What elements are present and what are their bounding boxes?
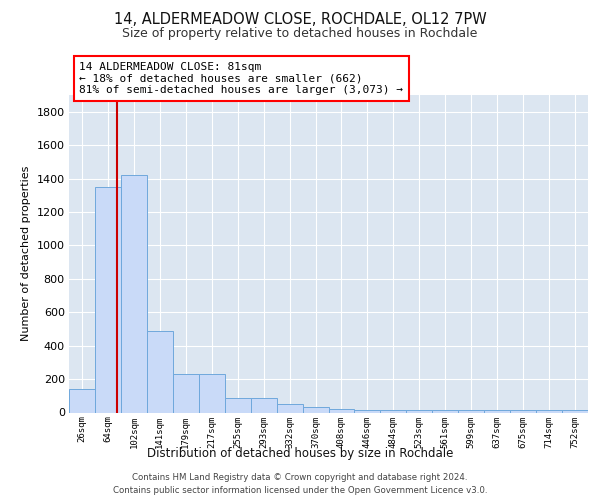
Bar [147,330,173,412]
Text: Distribution of detached houses by size in Rochdale: Distribution of detached houses by size … [147,448,453,460]
Text: 14 ALDERMEADOW CLOSE: 81sqm
← 18% of detached houses are smaller (662)
81% of se: 14 ALDERMEADOW CLOSE: 81sqm ← 18% of det… [79,62,403,95]
Bar [510,410,536,412]
Bar [484,410,510,412]
Text: Contains HM Land Registry data © Crown copyright and database right 2024.
Contai: Contains HM Land Registry data © Crown c… [113,474,487,495]
Bar [95,187,121,412]
Bar [302,408,329,412]
Bar [406,410,432,412]
Bar [277,404,302,412]
Bar [433,410,458,412]
Bar [121,175,147,412]
Bar [199,374,224,412]
Bar [458,410,484,412]
Bar [173,374,199,412]
Bar [329,409,355,412]
Bar [69,389,95,412]
Y-axis label: Number of detached properties: Number of detached properties [21,166,31,342]
Bar [562,410,588,412]
Bar [225,398,251,412]
Bar [355,410,380,412]
Bar [536,410,562,412]
Bar [251,398,277,412]
Bar [380,410,406,412]
Text: Size of property relative to detached houses in Rochdale: Size of property relative to detached ho… [122,28,478,40]
Text: 14, ALDERMEADOW CLOSE, ROCHDALE, OL12 7PW: 14, ALDERMEADOW CLOSE, ROCHDALE, OL12 7P… [113,12,487,28]
